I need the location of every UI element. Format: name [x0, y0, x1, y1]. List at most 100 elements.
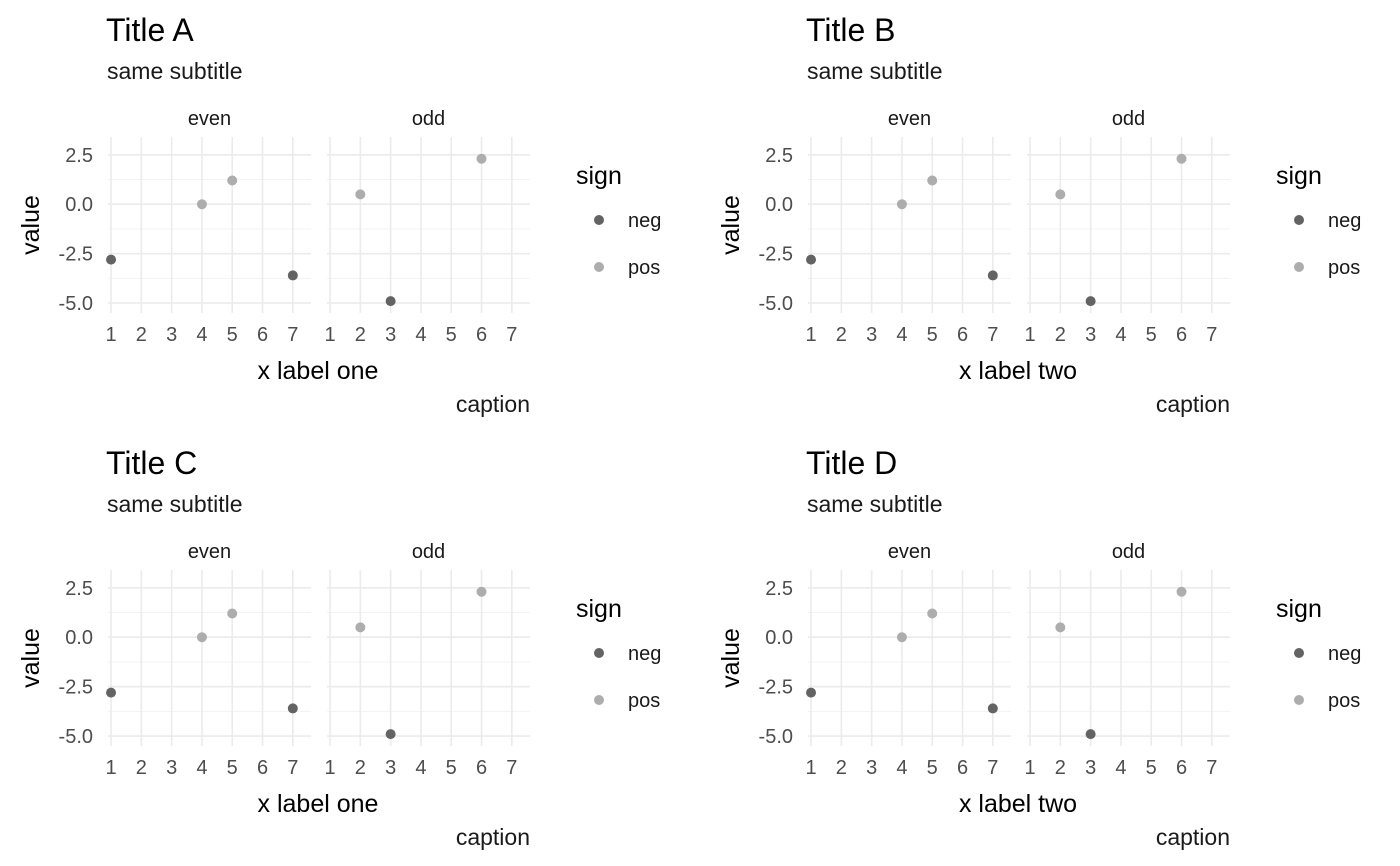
x-axis-title: x label two	[959, 357, 1077, 385]
data-point-neg	[385, 296, 396, 307]
x-tick-label: 2	[136, 324, 147, 346]
x-tick-label: 7	[1206, 757, 1217, 779]
y-tick-label: 2.5	[65, 145, 93, 167]
data-point-pos	[196, 199, 207, 210]
x-tick-label: 3	[1085, 324, 1096, 346]
legend-label: neg	[1328, 643, 1361, 665]
x-tick-label: 6	[957, 324, 968, 346]
legend-title: sign	[576, 595, 622, 623]
facet-strip-label: even	[888, 541, 931, 563]
y-tick-label: 2.5	[65, 578, 93, 600]
chart-1: Title A same subtitle 2.5 0.0 -2.5 -5.0 value e…	[17, 12, 661, 417]
y-tick-label: -5.0	[59, 726, 93, 748]
legend-key-pos	[594, 262, 604, 272]
legend-key-neg	[1294, 648, 1304, 658]
data-point-pos	[355, 189, 366, 200]
data-point-pos	[355, 622, 366, 633]
chart-caption: caption	[1156, 391, 1230, 417]
chart-caption: caption	[456, 824, 530, 850]
facet-panel-even: even 1 2 3 4 5 6 7	[105, 541, 311, 779]
chart-4: Title D same subtitle 2.5 0.0 -2.5 -5.0 value e…	[717, 445, 1361, 850]
data-point-pos	[476, 153, 487, 164]
data-point-pos	[196, 632, 207, 643]
x-tick-label: 3	[166, 757, 177, 779]
data-point-pos	[476, 586, 487, 597]
chart-caption: caption	[456, 391, 530, 417]
x-tick-label: 4	[1115, 324, 1126, 346]
chart-2: Title B same subtitle 2.5 0.0 -2.5 -5.0 value e…	[717, 12, 1361, 417]
facet-strip-label: odd	[1112, 108, 1145, 130]
x-tick-label: 4	[896, 757, 907, 779]
y-tick-label: -5.0	[759, 293, 793, 315]
x-tick-label: 7	[987, 324, 998, 346]
data-point-pos	[1176, 153, 1187, 164]
x-tick-label: 5	[927, 757, 938, 779]
facet-strip-label: even	[888, 108, 931, 130]
chart-subtitle: same subtitle	[107, 491, 243, 517]
x-tick-label: 1	[324, 324, 335, 346]
facet-strip-label: odd	[412, 541, 445, 563]
y-tick-label: 0.0	[65, 627, 93, 649]
chart-title: Title C	[106, 445, 197, 481]
facet-strip-label: odd	[1112, 541, 1145, 563]
data-point-pos	[927, 608, 938, 619]
data-point-neg	[806, 254, 817, 265]
data-point-neg	[987, 270, 998, 281]
x-tick-label: 6	[257, 757, 268, 779]
legend-label: pos	[628, 257, 660, 279]
x-tick-label: 2	[136, 757, 147, 779]
x-tick-label: 2	[836, 757, 847, 779]
facet-panel-even: even 1 2 3 4 5 6 7	[105, 108, 311, 346]
y-tick-label: 0.0	[765, 194, 793, 216]
legend-key-neg	[594, 215, 604, 225]
x-tick-label: 1	[1024, 324, 1035, 346]
y-axis-title: value	[17, 628, 45, 688]
facet-strip-label: even	[188, 108, 231, 130]
data-point-pos	[927, 175, 938, 186]
x-tick-label: 7	[506, 757, 517, 779]
x-tick-label: 5	[1146, 757, 1157, 779]
x-tick-label: 7	[287, 324, 298, 346]
facet-panel-odd: odd 1 2 3 4 5 6 7	[1024, 541, 1230, 779]
x-tick-label: 5	[446, 324, 457, 346]
x-tick-label: 4	[196, 324, 207, 346]
y-tick-label: -2.5	[59, 244, 93, 266]
legend-label: neg	[628, 643, 661, 665]
data-point-pos	[1055, 622, 1066, 633]
legend-key-pos	[594, 695, 604, 705]
chart-3: Title C same subtitle 2.5 0.0 -2.5 -5.0 value e…	[17, 445, 661, 850]
x-tick-label: 7	[506, 324, 517, 346]
x-tick-label: 6	[1176, 757, 1187, 779]
x-tick-label: 2	[1055, 324, 1066, 346]
data-point-pos	[227, 608, 238, 619]
chart-subtitle: same subtitle	[807, 491, 943, 517]
data-point-neg	[1085, 729, 1096, 740]
data-point-neg	[1085, 296, 1096, 307]
legend-label: neg	[1328, 210, 1361, 232]
y-tick-label: 2.5	[765, 578, 793, 600]
facet-panel-odd: odd 1 2 3 4 5 6 7	[1024, 108, 1230, 346]
y-tick-label: -2.5	[759, 244, 793, 266]
data-point-neg	[987, 703, 998, 714]
legend-key-pos	[1294, 262, 1304, 272]
x-tick-label: 1	[105, 757, 116, 779]
x-tick-label: 5	[446, 757, 457, 779]
data-point-pos	[1055, 189, 1066, 200]
legend-label: pos	[628, 690, 660, 712]
x-tick-label: 2	[355, 324, 366, 346]
data-point-pos	[1176, 586, 1187, 597]
data-point-neg	[106, 687, 117, 698]
data-point-neg	[106, 254, 117, 265]
x-tick-label: 4	[415, 324, 426, 346]
y-tick-label: 2.5	[765, 145, 793, 167]
chart-caption: caption	[1156, 824, 1230, 850]
x-tick-label: 6	[476, 324, 487, 346]
x-tick-label: 3	[385, 757, 396, 779]
x-tick-label: 3	[866, 324, 877, 346]
chart-title: Title A	[106, 12, 194, 48]
x-tick-label: 7	[1206, 324, 1217, 346]
facet-panel-even: even 1 2 3 4 5 6 7	[805, 108, 1011, 346]
